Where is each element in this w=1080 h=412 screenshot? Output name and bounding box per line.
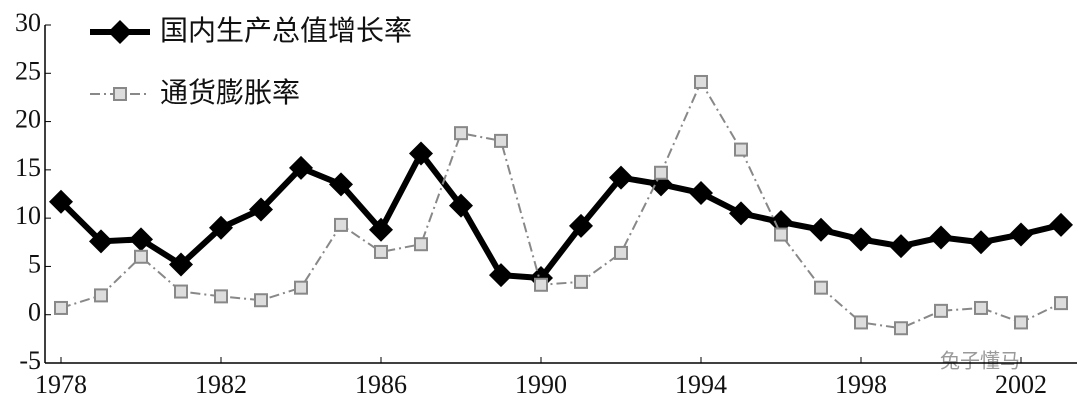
data-point — [289, 155, 313, 180]
x-tick-label: 1994 — [675, 370, 727, 399]
x-tick-label: 1986 — [355, 370, 407, 399]
y-tick-label: 5 — [28, 249, 41, 278]
data-point — [729, 201, 753, 226]
data-point — [894, 321, 908, 336]
data-point — [414, 237, 428, 252]
data-point — [814, 280, 828, 295]
y-tick-label: 30 — [15, 8, 41, 37]
data-point — [1014, 315, 1028, 330]
data-point — [734, 142, 748, 157]
y-tick-label: 15 — [15, 153, 41, 182]
y-tick-label: 10 — [15, 201, 41, 230]
data-point — [574, 274, 588, 289]
data-point — [654, 165, 668, 180]
data-point — [129, 227, 153, 252]
watermark: 兔子懂马 — [940, 349, 1020, 373]
x-tick-label: 1998 — [835, 370, 887, 399]
data-point — [334, 217, 348, 232]
data-point — [929, 225, 953, 250]
data-point — [89, 229, 113, 254]
data-point — [569, 213, 593, 238]
legend-text: 通货膨胀率 — [160, 76, 300, 109]
data-point — [1054, 296, 1068, 311]
y-tick-label: 0 — [28, 298, 41, 327]
y-tick-label: 25 — [15, 56, 41, 85]
data-point — [454, 126, 468, 141]
x-tick-label: 1990 — [515, 370, 567, 399]
data-point — [174, 284, 188, 299]
data-point — [974, 300, 988, 315]
legend-marker — [108, 20, 132, 44]
data-point — [254, 293, 268, 308]
data-point — [134, 249, 148, 264]
data-point — [409, 141, 433, 166]
data-point — [934, 303, 948, 318]
x-tick-label: 2002 — [995, 370, 1047, 399]
data-point — [609, 165, 633, 190]
data-point — [1009, 222, 1033, 247]
data-point — [889, 234, 913, 259]
data-point — [969, 230, 993, 255]
data-point — [494, 133, 508, 148]
data-point — [689, 181, 713, 206]
x-tick-label: 1982 — [195, 370, 247, 399]
data-point — [449, 193, 473, 218]
data-point — [249, 197, 273, 222]
data-point — [614, 245, 628, 260]
data-point — [169, 252, 193, 277]
data-point — [369, 217, 393, 242]
data-point — [774, 227, 788, 242]
y-tick-label: 20 — [15, 105, 41, 134]
data-point — [1049, 212, 1073, 237]
data-point — [214, 289, 228, 304]
data-point — [294, 280, 308, 295]
x-tick-label: 1978 — [35, 370, 87, 399]
series-line — [60, 79, 1062, 330]
y-tick-label: -5 — [19, 346, 41, 375]
data-point — [534, 277, 548, 292]
data-point — [854, 315, 868, 330]
data-point — [329, 172, 353, 197]
data-point — [849, 227, 873, 252]
legend-text: 国内生产总值增长率 — [160, 14, 412, 47]
data-point — [209, 215, 233, 240]
series-line — [58, 147, 1062, 282]
data-point — [94, 288, 108, 303]
data-point — [374, 244, 388, 259]
legend-marker — [113, 87, 127, 101]
data-point — [49, 189, 73, 214]
data-point — [809, 217, 833, 242]
data-point — [694, 74, 708, 89]
data-point — [54, 300, 68, 315]
data-point — [489, 263, 513, 288]
